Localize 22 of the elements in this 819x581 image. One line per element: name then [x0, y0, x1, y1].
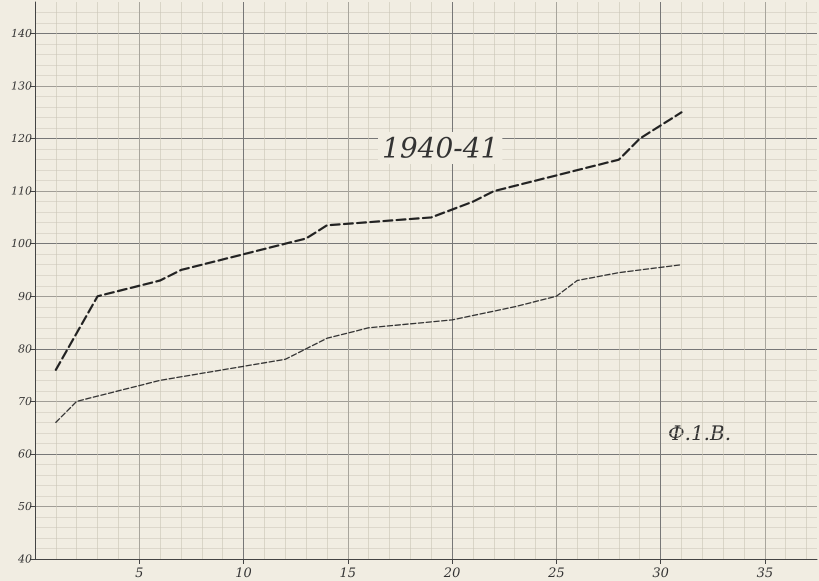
x-tick-label: 20 — [442, 566, 460, 581]
y-tick-label: 100 — [11, 237, 32, 250]
y-tick-label: 90 — [18, 290, 32, 303]
x-tick-label: 30 — [652, 566, 669, 581]
x-tick-label: 15 — [340, 566, 356, 581]
y-tick-label: 40 — [17, 552, 32, 566]
y-tick-label: 70 — [18, 394, 32, 408]
x-tick-label: 5 — [135, 566, 144, 581]
y-tick-label: 120 — [11, 132, 32, 146]
y-tick-label: 60 — [18, 447, 32, 460]
x-tick-label: 10 — [235, 566, 252, 581]
x-tick-label: 35 — [756, 566, 774, 581]
x-tick-label: 25 — [547, 566, 565, 581]
y-tick-label: 80 — [18, 342, 32, 356]
y-tick-label: 50 — [18, 500, 32, 513]
y-tick-label: 140 — [11, 27, 32, 40]
y-tick-label: 130 — [11, 80, 32, 93]
line-series — [55, 264, 682, 424]
text: 1940-41 — [382, 132, 498, 164]
line-series — [54, 111, 683, 371]
y-tick-label: 110 — [11, 184, 32, 198]
annotation: Ф.1.В. — [668, 421, 732, 445]
